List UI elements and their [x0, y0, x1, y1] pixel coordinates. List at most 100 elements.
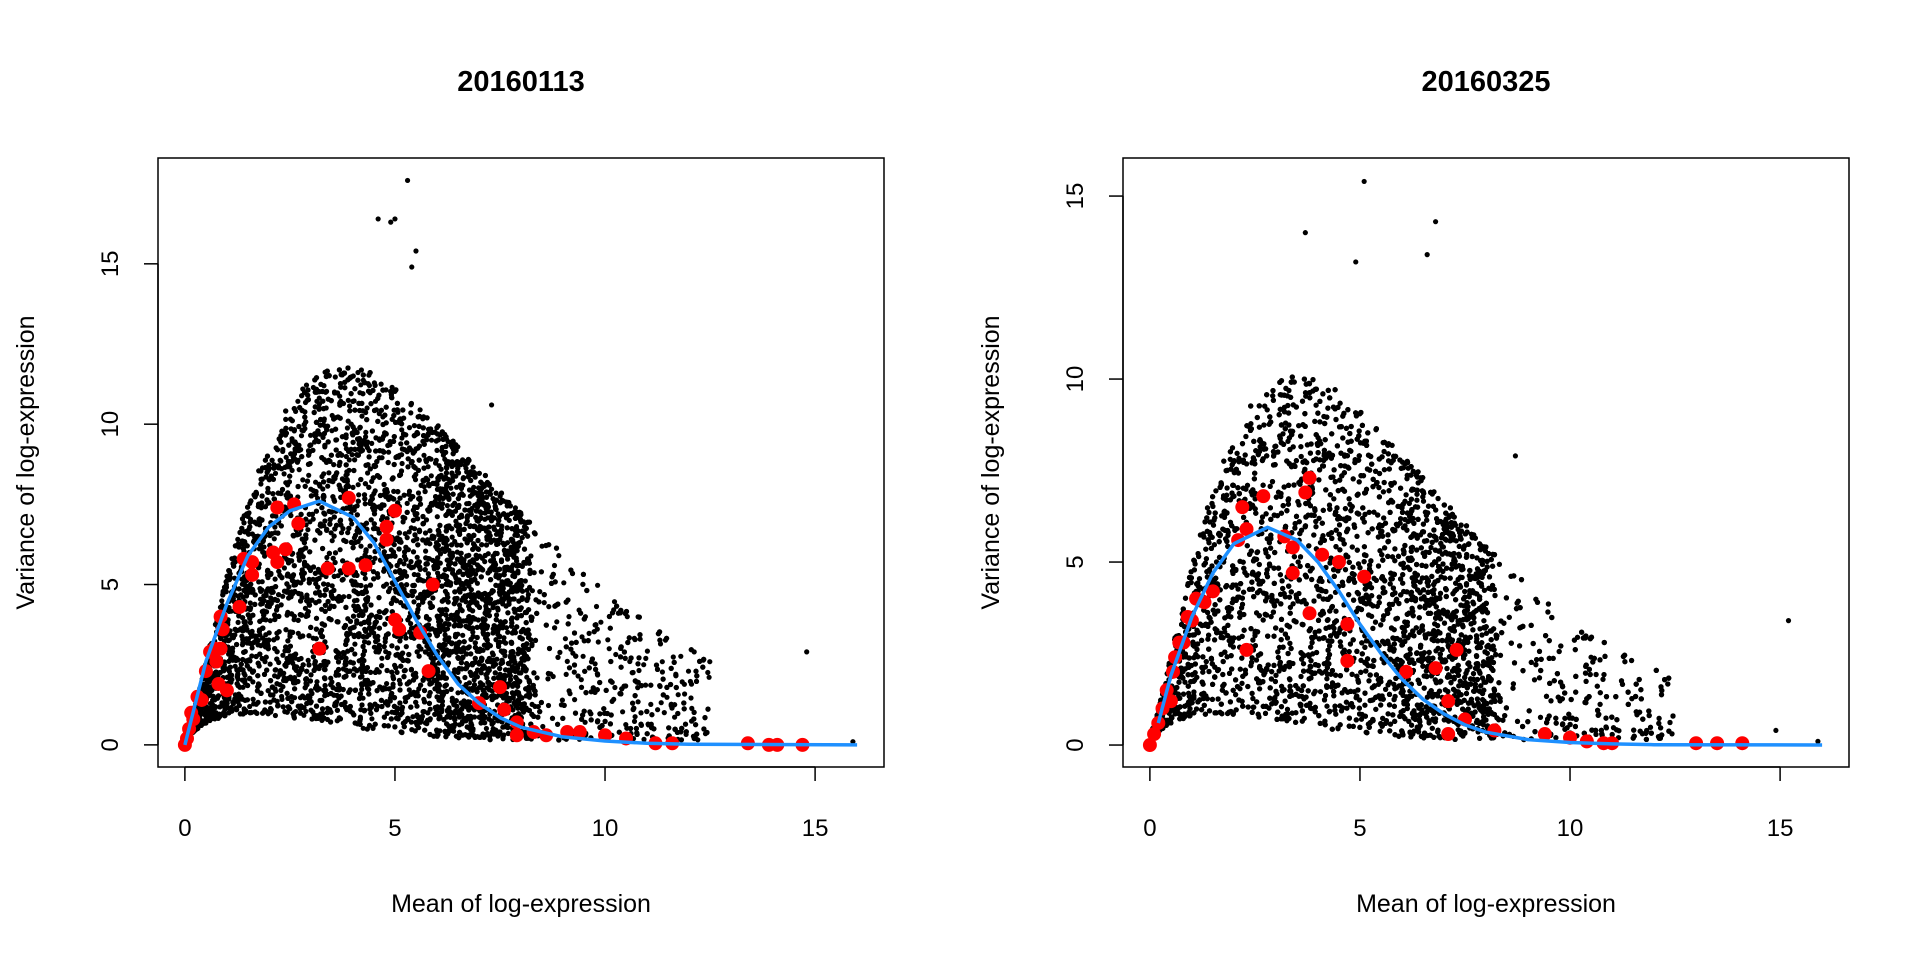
gene-point — [357, 424, 363, 430]
gene-point — [326, 470, 332, 476]
gene-point — [614, 603, 620, 609]
gene-point — [418, 591, 424, 598]
gene-point — [394, 562, 400, 569]
gene-point — [597, 679, 603, 686]
gene-point — [664, 694, 670, 700]
gene-point — [685, 668, 692, 674]
gene-point — [421, 465, 427, 471]
gene-point — [538, 699, 545, 706]
gene-point — [286, 479, 292, 485]
gene-point — [582, 719, 588, 725]
gene-point — [452, 561, 458, 567]
gene-point — [350, 484, 356, 490]
gene-point — [554, 619, 560, 625]
gene-point — [327, 521, 333, 527]
gene-point — [400, 514, 406, 521]
gene-point — [488, 577, 494, 583]
gene-point — [613, 651, 619, 658]
gene-point — [280, 593, 286, 599]
gene-point — [444, 503, 450, 509]
gene-point — [398, 600, 404, 606]
gene-point — [398, 441, 404, 447]
gene-point — [354, 597, 360, 603]
gene-point — [278, 523, 284, 529]
gene-point — [405, 464, 411, 470]
gene-point — [620, 709, 626, 715]
gene-point — [411, 423, 417, 429]
gene-point — [546, 604, 552, 610]
gene-point — [415, 542, 421, 548]
gene-point — [381, 714, 387, 720]
gene-point — [235, 657, 241, 663]
gene-point — [426, 483, 432, 489]
gene-point — [671, 659, 677, 666]
gene-point — [338, 530, 345, 536]
gene-point — [571, 669, 577, 675]
gene-point — [392, 724, 398, 730]
gene-point — [575, 673, 581, 679]
gene-point — [229, 556, 235, 562]
gene-point — [236, 586, 242, 592]
gene-point — [299, 393, 305, 399]
gene-point — [271, 536, 277, 542]
gene-point — [320, 545, 326, 552]
gene-point — [514, 665, 521, 671]
gene-point — [444, 607, 450, 613]
gene-point — [609, 698, 615, 705]
gene-point — [428, 655, 434, 661]
gene-point — [658, 700, 664, 706]
gene-point — [537, 589, 543, 595]
gene-point — [267, 618, 273, 624]
gene-point — [351, 672, 357, 678]
gene-point — [366, 454, 372, 460]
gene-point — [494, 612, 500, 618]
gene-point — [279, 696, 285, 703]
gene-point — [452, 622, 458, 628]
gene-point — [545, 702, 552, 709]
gene-point — [478, 720, 484, 726]
gene-point — [475, 537, 481, 544]
gene-point — [235, 536, 241, 543]
gene-point — [511, 596, 517, 602]
gene-point — [529, 643, 535, 649]
gene-point — [324, 526, 330, 533]
gene-point — [280, 652, 286, 658]
gene-point — [595, 639, 601, 645]
gene-point — [255, 642, 261, 648]
gene-point — [249, 645, 255, 651]
gene-point — [529, 588, 536, 594]
gene-point — [707, 659, 713, 665]
gene-point — [241, 708, 248, 714]
gene-point — [428, 473, 434, 479]
gene-point — [483, 725, 489, 732]
gene-point — [358, 382, 364, 388]
gene-point — [352, 386, 358, 392]
gene-point — [521, 546, 528, 552]
gene-point — [389, 384, 395, 390]
gene-point — [417, 407, 423, 413]
gene-point — [595, 582, 601, 588]
gene-point — [411, 599, 417, 605]
gene-point — [339, 577, 345, 583]
gene-point — [266, 630, 272, 636]
gene-point — [678, 653, 684, 659]
gene-point — [449, 534, 455, 540]
gene-point — [386, 588, 392, 595]
gene-point — [566, 688, 572, 694]
gene-point — [414, 554, 420, 560]
gene-point — [452, 500, 458, 506]
gene-point — [358, 535, 364, 541]
gene-point — [425, 464, 431, 470]
gene-point — [316, 395, 322, 401]
gene-point — [247, 620, 253, 626]
gene-point — [367, 543, 373, 549]
gene-point — [357, 718, 363, 724]
gene-point — [382, 412, 388, 418]
gene-point — [648, 701, 654, 708]
gene-point — [463, 599, 469, 605]
gene-point — [247, 600, 253, 606]
gene-point — [519, 595, 525, 601]
gene-point — [237, 711, 243, 717]
gene-point — [632, 714, 638, 720]
gene-point — [349, 521, 355, 527]
